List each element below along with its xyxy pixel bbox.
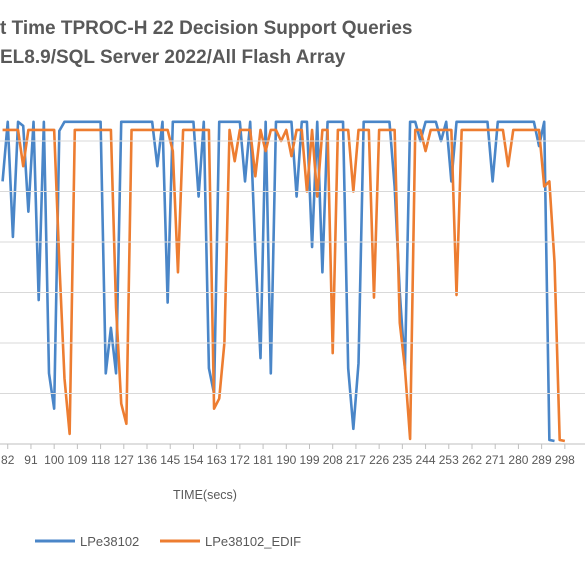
x-axis-title: TIME(secs) [173,488,237,502]
x-tick-label: 190 [276,453,296,467]
series-line [2,128,566,443]
x-tick-label: 127 [114,453,134,467]
x-tick-label: 289 [532,453,552,467]
series-line [1,120,555,443]
x-tick-label: 271 [485,453,505,467]
x-tick-label: 280 [508,453,528,467]
x-tick-label: 298 [555,453,575,467]
x-tick-label: 244 [416,453,436,467]
legend-label: LPe38102 [80,534,139,549]
x-tick-label: 136 [137,453,157,467]
x-tick-label: 118 [91,453,110,467]
x-tick-label: 82 [1,453,15,467]
x-tick-label: 253 [439,453,459,467]
x-tick-label: 235 [392,453,412,467]
x-tick-label: 217 [346,453,366,467]
x-tick-label: 109 [67,453,87,467]
x-tick-label: 172 [230,453,250,467]
x-tick-label: 199 [299,453,319,467]
plot-area [1,120,566,443]
x-tick-label: 262 [462,453,482,467]
x-tick-label: 163 [207,453,227,467]
x-tick-label: 145 [160,453,180,467]
x-tick-label: 154 [183,453,203,467]
x-tick-label: 181 [253,453,273,467]
chart-title: t Time TPROC-H 22 Decision Support Queri… [0,18,412,39]
legend-label: LPe38102_EDIF [205,534,301,549]
x-tick-label: 226 [369,453,389,467]
x-tick-label: 100 [44,453,64,467]
x-tick-label: 208 [323,453,343,467]
x-tick-label: 91 [24,453,38,467]
chart-subtitle: EL8.9/SQL Server 2022/All Flash Array [0,47,346,68]
